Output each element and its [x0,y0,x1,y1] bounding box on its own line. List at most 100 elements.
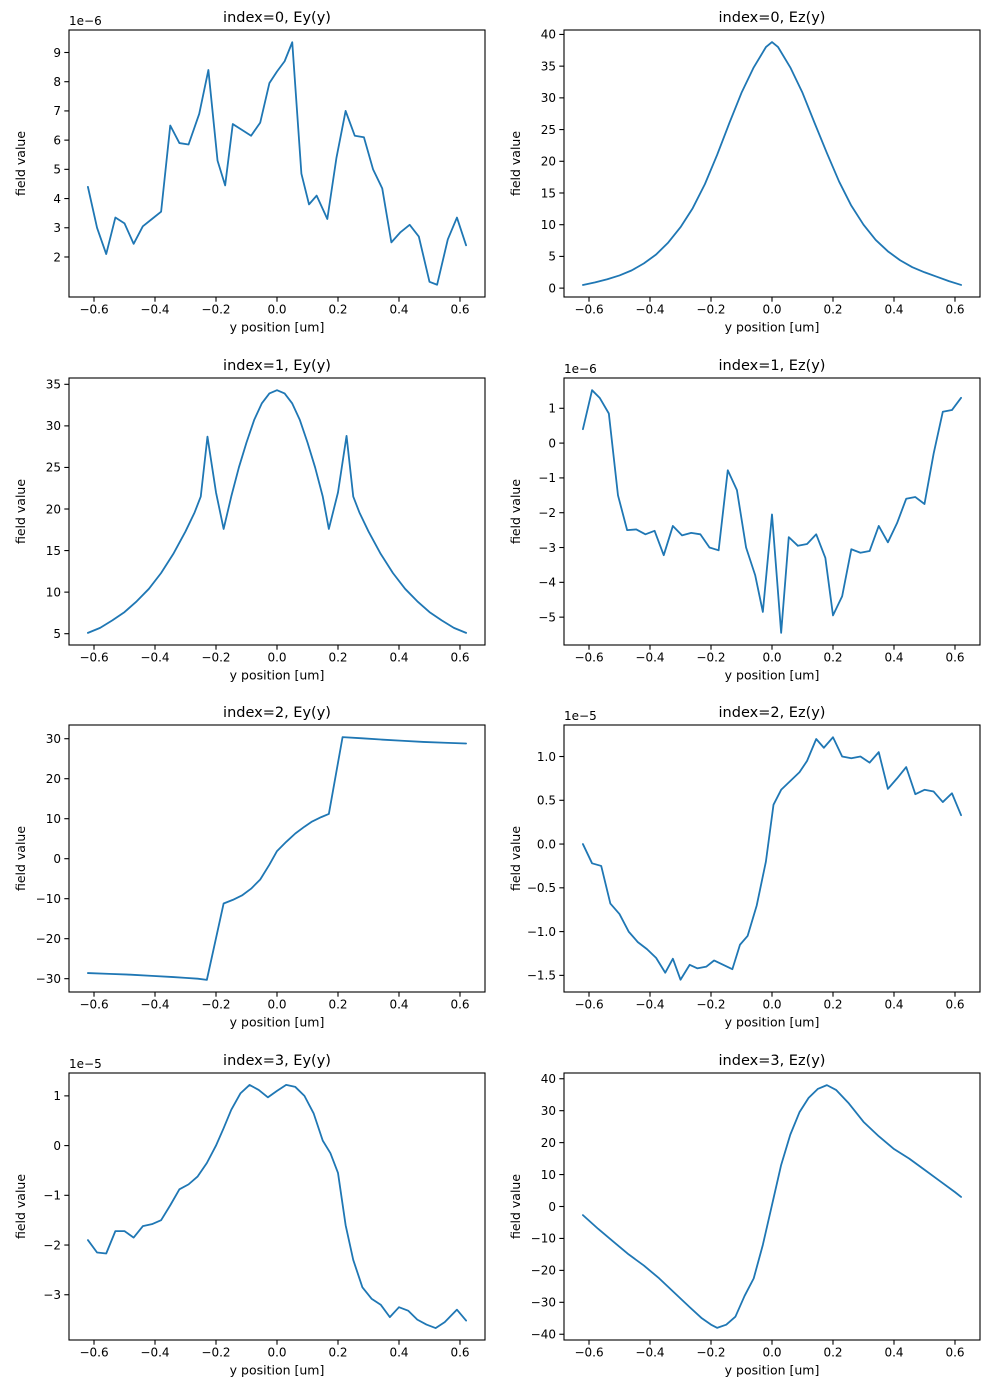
y-tick-label: 5 [548,250,556,264]
x-axis-label: y position [um] [230,1362,325,1377]
x-tick-label: 0.6 [945,1345,964,1359]
x-tick-label: 0.0 [267,303,286,317]
x-tick-label: −0.4 [140,303,169,317]
axis-offset-label: 1e−5 [69,1057,102,1071]
x-tick-label: 0.4 [389,303,408,317]
y-tick-label: −10 [531,1231,556,1245]
y-axis-label: field value [508,131,523,196]
x-tick-label: −0.2 [201,303,230,317]
y-axis-label: field value [13,1173,28,1238]
axes-frame [68,724,486,993]
y-tick-label: 8 [53,75,61,89]
y-tick-label: 30 [46,732,61,746]
y-axis-label: field value [508,826,523,891]
x-tick-label: −0.2 [201,650,230,664]
x-tick-label: 0.4 [389,650,408,664]
x-tick-label: 0.2 [823,303,842,317]
y-axis-label: field value [13,478,28,543]
y-tick-label: −5 [538,610,556,624]
x-tick-label: −0.6 [79,650,108,664]
subplot-3: −0.6 −0.4 −0.2 0.0 0.2 0.4 0.6 −5 −4 −3 −2 −1 0 1 inde… [508,358,981,682]
y-tick-label: −4 [538,575,556,589]
x-tick-label: 0.2 [328,998,347,1012]
y-tick-label: 20 [46,772,61,786]
x-tick-label: −0.4 [140,650,169,664]
axis-offset-label: 1e−6 [69,14,102,28]
y-tick-label: −40 [531,1327,556,1341]
y-tick-label: −2 [538,506,556,520]
x-tick-label: 0.2 [823,650,842,664]
x-tick-label: −0.6 [79,998,108,1012]
y-tick-label: −0.5 [527,881,556,895]
x-tick-label: 0.6 [450,1345,469,1359]
y-tick-label: 0 [53,852,61,866]
x-axis-label: y position [um] [230,667,325,682]
y-tick-label: 0.0 [537,837,556,851]
x-tick-label: −0.4 [140,1345,169,1359]
plot-title: index=0, Ez(y) [719,10,826,26]
y-tick-label: −1 [43,1188,61,1202]
y-tick-label: −3 [538,540,556,554]
x-tick-label: 0.4 [884,1345,903,1359]
y-axis-label: field value [508,478,523,543]
line-series [582,388,962,634]
line-series [87,41,467,286]
x-axis-label: y position [um] [725,1362,820,1377]
x-tick-label: −0.4 [635,303,664,317]
y-tick-label: 0.5 [537,794,556,808]
x-tick-label: 0.4 [884,303,903,317]
y-tick-label: −1.5 [527,969,556,983]
x-tick-label: 0.2 [823,1345,842,1359]
subplot-7: −0.6 −0.4 −0.2 0.0 0.2 0.4 0.6 −40 −30 −20 −10 0 10 2… [508,1053,981,1377]
x-tick-label: 0.6 [450,303,469,317]
x-tick-label: 0.0 [762,998,781,1012]
y-tick-label: 2 [53,250,61,264]
y-tick-label: 15 [541,186,556,200]
subplot-4: −0.6 −0.4 −0.2 0.0 0.2 0.4 0.6 −30 −20 −10 0 10 20 30… [13,705,486,1030]
plot-title: index=3, Ey(y) [223,1053,331,1069]
y-tick-label: 4 [53,192,61,206]
line-series [582,41,962,286]
y-tick-label: 6 [53,133,61,147]
y-tick-label: 30 [46,419,61,433]
x-tick-label: 0.0 [267,998,286,1012]
y-tick-label: 10 [46,585,61,599]
plot-title: index=3, Ez(y) [719,1053,826,1069]
y-tick-label: −30 [36,972,61,986]
y-tick-label: −30 [531,1295,556,1309]
x-tick-label: 0.0 [762,303,781,317]
x-tick-label: −0.6 [574,650,603,664]
y-tick-label: −20 [36,932,61,946]
y-tick-label: 9 [53,46,61,60]
x-tick-label: −0.6 [79,303,108,317]
x-tick-label: 0.6 [945,998,964,1012]
y-tick-label: 30 [541,1103,556,1117]
y-tick-label: 0 [548,281,556,295]
x-axis-label: y position [um] [725,320,820,335]
x-tick-label: 0.6 [945,303,964,317]
x-tick-label: −0.6 [79,1345,108,1359]
y-tick-label: 40 [541,1072,556,1086]
subplot-2: −0.6 −0.4 −0.2 0.0 0.2 0.4 0.6 5 10 15 20 25 30 35 ind… [13,358,486,682]
x-axis-label: y position [um] [230,1015,325,1030]
y-axis-label: field value [508,1173,523,1238]
x-tick-label: −0.6 [574,1345,603,1359]
y-tick-label: 3 [53,221,61,235]
y-tick-label: 20 [541,1135,556,1149]
y-tick-label: 20 [541,155,556,169]
y-tick-label: 30 [541,91,556,105]
y-tick-label: 5 [53,163,61,177]
x-tick-label: 0.0 [267,1345,286,1359]
axes-frame [68,1071,486,1341]
y-tick-label: 1 [548,401,556,415]
x-tick-label: −0.4 [635,650,664,664]
y-tick-label: −2 [43,1238,61,1252]
line-series [87,1083,467,1329]
x-tick-label: −0.2 [696,1345,725,1359]
x-tick-label: −0.2 [696,998,725,1012]
x-tick-label: 0.4 [389,998,408,1012]
x-tick-label: 0.0 [762,650,781,664]
x-tick-label: 0.4 [389,1345,408,1359]
subplot-5: −0.6 −0.4 −0.2 0.0 0.2 0.4 0.6 −1.5 −1.0 −0.5 0.0 0… [508,705,981,1030]
